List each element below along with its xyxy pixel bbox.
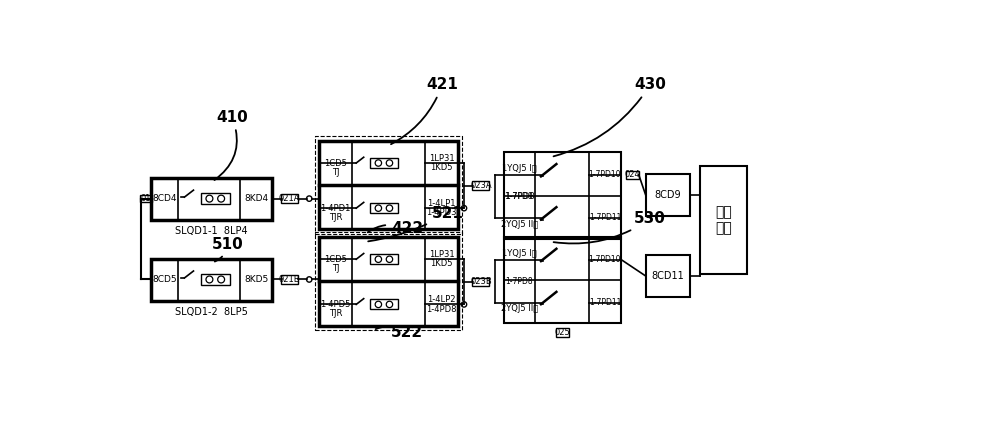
Text: 8CD5: 8CD5	[152, 275, 177, 284]
Text: 2YQJ5 II母: 2YQJ5 II母	[501, 220, 538, 228]
Bar	[370, 254, 398, 264]
Bar	[370, 300, 398, 310]
Text: TJ: TJ	[332, 168, 339, 177]
Text: 1-7PD10: 1-7PD10	[589, 255, 621, 264]
Bar	[319, 237, 458, 326]
Text: 1CD5: 1CD5	[324, 255, 347, 264]
Text: 8KD4: 8KD4	[244, 194, 268, 203]
Text: 启动
失灵: 启动 失灵	[715, 205, 732, 235]
Text: 510: 510	[212, 237, 244, 262]
Text: 522: 522	[376, 325, 423, 340]
Text: 8CD11: 8CD11	[652, 271, 684, 281]
Text: 1LP31: 1LP31	[429, 154, 454, 163]
Text: 021A: 021A	[278, 194, 300, 203]
Text: 1-4PD5: 1-4PD5	[320, 300, 351, 309]
Text: 421: 421	[391, 77, 458, 144]
Text: 1-7PD8: 1-7PD8	[506, 192, 533, 201]
Text: 1YQJ5 I母: 1YQJ5 I母	[502, 164, 537, 173]
Bar	[315, 232, 462, 330]
Text: 422: 422	[368, 221, 423, 236]
Bar	[151, 178, 272, 220]
Text: 1YQJ5 I母: 1YQJ5 I母	[502, 249, 537, 258]
Text: 021B: 021B	[278, 275, 300, 284]
Text: 530: 530	[554, 211, 666, 243]
Bar	[700, 166, 747, 274]
Bar	[201, 193, 230, 204]
Text: 023B: 023B	[470, 277, 492, 286]
Text: 1CD5: 1CD5	[324, 159, 347, 167]
Text: 023A: 023A	[470, 181, 492, 190]
Text: 1-4PD1: 1-4PD1	[320, 204, 351, 213]
Text: 1KD5: 1KD5	[430, 259, 453, 269]
Text: 410: 410	[214, 109, 248, 180]
Bar	[556, 328, 569, 337]
Text: 1-4LP1: 1-4LP1	[427, 199, 456, 208]
Bar	[472, 181, 489, 190]
Bar	[370, 203, 398, 213]
Bar	[319, 141, 458, 229]
Text: 01: 01	[141, 194, 151, 203]
Bar	[315, 136, 462, 234]
Text: 521: 521	[368, 206, 464, 242]
Text: 1-7PD10: 1-7PD10	[589, 170, 621, 179]
Text: 1KD5: 1KD5	[430, 163, 453, 172]
Bar	[140, 195, 152, 202]
Text: 1-4PD3: 1-4PD3	[426, 208, 457, 217]
Bar	[281, 275, 298, 284]
Bar	[472, 278, 489, 286]
Text: 1-4LP2: 1-4LP2	[427, 295, 456, 304]
Text: 8CD9: 8CD9	[655, 190, 681, 200]
Text: 025: 025	[555, 328, 570, 337]
Bar	[370, 158, 398, 168]
Bar	[504, 153, 621, 238]
Bar	[504, 237, 621, 324]
Text: 2YQJ5 II母: 2YQJ5 II母	[501, 304, 538, 313]
Text: SLQD1-1  8LP4: SLQD1-1 8LP4	[175, 226, 248, 236]
Bar	[626, 170, 639, 179]
Text: 1-4PD8: 1-4PD8	[426, 304, 457, 313]
Bar	[201, 274, 230, 285]
Bar	[646, 255, 690, 297]
Text: TJ: TJ	[332, 264, 339, 273]
Text: 1-7PD8: 1-7PD8	[506, 276, 533, 286]
Bar	[281, 194, 298, 203]
Text: 430: 430	[554, 77, 666, 157]
Text: 8CD4: 8CD4	[152, 194, 177, 203]
Text: 024: 024	[625, 170, 640, 179]
Text: TJR: TJR	[329, 309, 342, 318]
Text: 1-7PD8: 1-7PD8	[504, 192, 535, 201]
Bar	[151, 259, 272, 301]
Text: 8KD5: 8KD5	[244, 275, 268, 284]
Bar	[646, 174, 690, 216]
Text: 1LP31: 1LP31	[429, 250, 454, 259]
Text: 1-7PD11: 1-7PD11	[589, 298, 621, 307]
Text: 1-7PD11: 1-7PD11	[589, 214, 621, 222]
Text: TJR: TJR	[329, 213, 342, 222]
Text: SLQD1-2  8LP5: SLQD1-2 8LP5	[175, 307, 248, 317]
